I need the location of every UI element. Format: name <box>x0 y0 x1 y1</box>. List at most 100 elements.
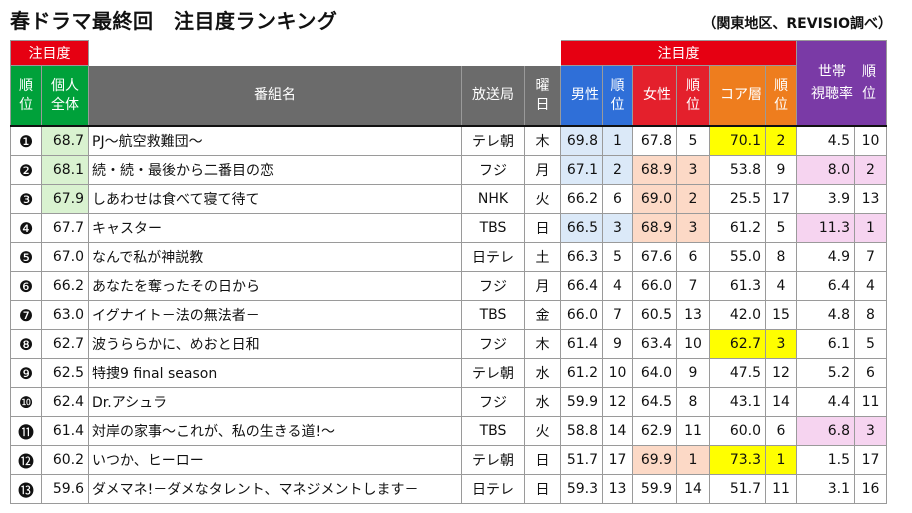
rank-cell: ❿ <box>10 387 42 417</box>
male-cell: 66.2 <box>560 184 603 214</box>
program-title: 特捜9 final season <box>88 358 462 388</box>
female-cell: 68.9 <box>632 155 677 185</box>
day-cell: 日 <box>524 474 561 504</box>
core-header: コア層 <box>709 65 766 127</box>
male-rank-cell: 13 <box>602 474 633 504</box>
female-rank-cell: 2 <box>676 184 710 214</box>
household-cell: 4.8 <box>796 300 855 330</box>
core-cell: 47.5 <box>709 358 766 388</box>
table-row: ❸ 67.9 しあわせは食べて寝て待て NHK 火 66.2 6 69.0 2 25.5 17 3.9… <box>10 184 887 214</box>
household-cell: 6.4 <box>796 271 855 301</box>
core-cell: 51.7 <box>709 474 766 504</box>
core-cell: 25.5 <box>709 184 766 214</box>
core-rank-cell: 2 <box>765 125 797 156</box>
household-rank-cell: 7 <box>854 242 887 272</box>
household-cell: 4.4 <box>796 387 855 417</box>
male-rank-cell: 12 <box>602 387 633 417</box>
male-cell: 59.3 <box>560 474 603 504</box>
household-header: 世帯 視聴率 <box>811 64 853 102</box>
household-cell: 5.2 <box>796 358 855 388</box>
rank-cell: ❽ <box>10 329 42 359</box>
table-row: ❺ 67.0 なんで私が神説教 日テレ土 66.3 5 67.6 6 55.0 8 4.9 7 <box>10 242 887 272</box>
overall-cell: 59.6 <box>41 474 89 504</box>
male-cell: 61.2 <box>560 358 603 388</box>
core-cell: 62.7 <box>709 329 766 359</box>
household-rank-cell: 16 <box>854 474 887 504</box>
overall-cell: 62.4 <box>41 387 89 417</box>
household-cell: 3.1 <box>796 474 855 504</box>
page-title: 春ドラマ最終回 注目度ランキング <box>10 9 338 33</box>
female-cell: 69.0 <box>632 184 677 214</box>
male-rank-cell: 6 <box>602 184 633 214</box>
male-cell: 66.3 <box>560 242 603 272</box>
day-cell: 月 <box>524 271 561 301</box>
table-row: ⓫ 61.4 対岸の家事～これが、私の生きる道!～ TBS 火 58.8 14 62.9 11 6… <box>10 416 887 446</box>
day-cell: 火 <box>524 416 561 446</box>
male-cell: 61.4 <box>560 329 603 359</box>
core-cell: 70.1 <box>709 125 766 156</box>
ranking-table: 注目度 注目度 世帯 視聴率 順 位 順 位 個人 全体 番組名 放送局 曜 日… <box>10 40 887 504</box>
day-cell: 木 <box>524 329 561 359</box>
day-cell: 火 <box>524 184 561 214</box>
female-rank-cell: 1 <box>676 445 710 475</box>
overall-cell: 66.2 <box>41 271 89 301</box>
overall-cell: 61.4 <box>41 416 89 446</box>
source-note: （関東地区、REVISIO調べ） <box>702 16 892 32</box>
day-cell: 土 <box>524 242 561 272</box>
male-rank-cell: 1 <box>602 125 633 156</box>
program-title: PJ～航空救難団～ <box>88 125 462 156</box>
core-cell: 61.2 <box>709 213 766 243</box>
household-rank-cell: 10 <box>854 125 887 156</box>
household-cell: 6.1 <box>796 329 855 359</box>
female-cell: 63.4 <box>632 329 677 359</box>
overall-cell: 67.0 <box>41 242 89 272</box>
female-cell: 64.5 <box>632 387 677 417</box>
table-row: ❹ 67.7 キャスター TBS 日 66.5 3 68.9 3 61.2 5 11.3 1 <box>10 213 887 243</box>
female-rank-cell: 3 <box>676 213 710 243</box>
core-cell: 73.3 <box>709 445 766 475</box>
station-cell: TBS <box>461 300 525 330</box>
station-header: 放送局 <box>461 65 525 127</box>
female-cell: 64.0 <box>632 358 677 388</box>
male-rank-cell: 2 <box>602 155 633 185</box>
household-cell: 3.9 <box>796 184 855 214</box>
day-cell: 木 <box>524 125 561 156</box>
male-cell: 69.8 <box>560 125 603 156</box>
overall-cell: 68.7 <box>41 125 89 156</box>
male-rank-cell: 10 <box>602 358 633 388</box>
household-rank-cell: 17 <box>854 445 887 475</box>
rank-cell: ❻ <box>10 271 42 301</box>
household-header-group: 世帯 視聴率 順 位 <box>796 40 887 127</box>
day-cell: 日 <box>524 445 561 475</box>
female-header: 女性 <box>632 65 677 127</box>
table-row: ❾ 62.5 特捜9 final season テレ朝水 61.2 10 64.0 9 47.5… <box>10 358 887 388</box>
rank-cell: ❺ <box>10 242 42 272</box>
table-row: ❶ 68.7 PJ～航空救難団～ テレ朝木 69.8 1 67.8 5 70.1 2 4.5 10 <box>10 125 887 156</box>
core-cell: 61.3 <box>709 271 766 301</box>
table-row: ❽ 62.7 波うららかに、めおと日和 フジ木 61.4 9 63.4 10 62.7 3 6.1 5 <box>10 329 887 359</box>
overall-cell: 67.9 <box>41 184 89 214</box>
station-cell: 日テレ <box>461 474 525 504</box>
female-cell: 59.9 <box>632 474 677 504</box>
station-cell: フジ <box>461 271 525 301</box>
station-cell: NHK <box>461 184 525 214</box>
table-row: ❼ 63.0 イグナイト－法の無法者－ TBS 金 66.0 7 60.5 13 42.0 15 4.… <box>10 300 887 330</box>
rank-cell: ❼ <box>10 300 42 330</box>
core-rank-cell: 9 <box>765 155 797 185</box>
household-rank-cell: 4 <box>854 271 887 301</box>
male-cell: 59.9 <box>560 387 603 417</box>
program-title: なんで私が神説教 <box>88 242 462 272</box>
male-cell: 51.7 <box>560 445 603 475</box>
attention-left-header: 注目度 <box>10 40 89 66</box>
female-rank-cell: 9 <box>676 358 710 388</box>
male-rank-cell: 7 <box>602 300 633 330</box>
household-rank-cell: 13 <box>854 184 887 214</box>
core-rank-cell: 6 <box>765 416 797 446</box>
female-cell: 60.5 <box>632 300 677 330</box>
table-row: ❷ 68.1 続・続・最後から二番目の恋 フジ月 67.1 2 68.9 3 53.8 9 8.0 2 <box>10 155 887 185</box>
household-rank-cell: 8 <box>854 300 887 330</box>
core-rank-cell: 17 <box>765 184 797 214</box>
overall-cell: 63.0 <box>41 300 89 330</box>
household-cell: 4.9 <box>796 242 855 272</box>
rank-cell: ⓭ <box>10 474 42 504</box>
